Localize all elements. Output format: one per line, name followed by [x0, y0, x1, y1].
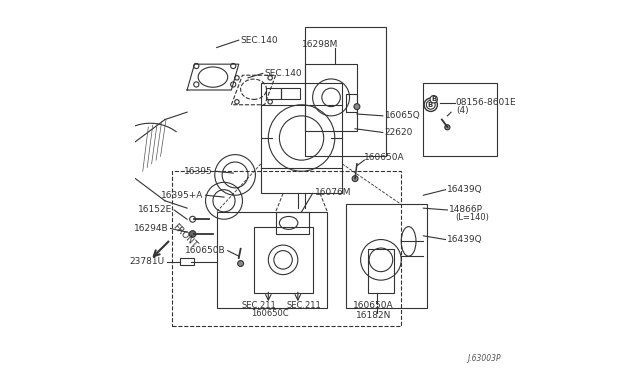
- Circle shape: [354, 104, 360, 110]
- Circle shape: [445, 125, 450, 130]
- Bar: [261, 83, 342, 193]
- Bar: [253, 227, 312, 293]
- Text: (4): (4): [456, 106, 468, 115]
- Circle shape: [237, 260, 244, 266]
- Text: 14866P: 14866P: [449, 205, 483, 214]
- Text: 16182N: 16182N: [356, 311, 391, 320]
- Text: 08156-8601E: 08156-8601E: [456, 98, 516, 107]
- Text: (L=140): (L=140): [455, 213, 489, 222]
- Text: 160650C: 160650C: [252, 309, 289, 318]
- Text: SEC.140: SEC.140: [241, 36, 278, 45]
- Bar: [305, 27, 387, 157]
- Text: 160650A: 160650A: [364, 153, 404, 163]
- Text: 16298M: 16298M: [302, 41, 338, 49]
- Text: 16294B: 16294B: [134, 224, 168, 233]
- Bar: [424, 83, 497, 157]
- Text: 160650A: 160650A: [353, 301, 394, 311]
- Bar: [266, 88, 281, 99]
- Text: SEC.140: SEC.140: [264, 69, 302, 78]
- Bar: [172, 171, 401, 326]
- Text: B: B: [428, 102, 433, 108]
- Bar: [180, 258, 195, 265]
- Text: J.63003P: J.63003P: [467, 354, 501, 363]
- Text: 16152E: 16152E: [138, 205, 172, 214]
- Text: 16439Q: 16439Q: [447, 185, 483, 194]
- Text: B: B: [431, 96, 436, 102]
- Text: 160650B: 160650B: [185, 246, 226, 255]
- Text: 23781U: 23781U: [130, 257, 165, 266]
- Bar: [216, 212, 328, 308]
- Bar: [276, 212, 309, 234]
- Circle shape: [189, 231, 196, 237]
- Text: 16065Q: 16065Q: [385, 111, 420, 121]
- Text: 22620: 22620: [385, 128, 413, 137]
- Circle shape: [352, 176, 358, 182]
- Bar: [305, 64, 357, 131]
- Bar: [346, 205, 427, 308]
- Bar: [368, 249, 394, 293]
- Text: 16395+A: 16395+A: [161, 191, 204, 200]
- Bar: [346, 94, 357, 112]
- Text: 16076M: 16076M: [314, 188, 351, 197]
- Text: 16395: 16395: [184, 167, 213, 176]
- Text: SEC.211: SEC.211: [286, 301, 321, 311]
- Bar: [281, 88, 300, 99]
- Text: 16439Q: 16439Q: [447, 235, 483, 244]
- Text: SEC.211: SEC.211: [242, 301, 276, 311]
- Text: FRONT: FRONT: [170, 222, 198, 250]
